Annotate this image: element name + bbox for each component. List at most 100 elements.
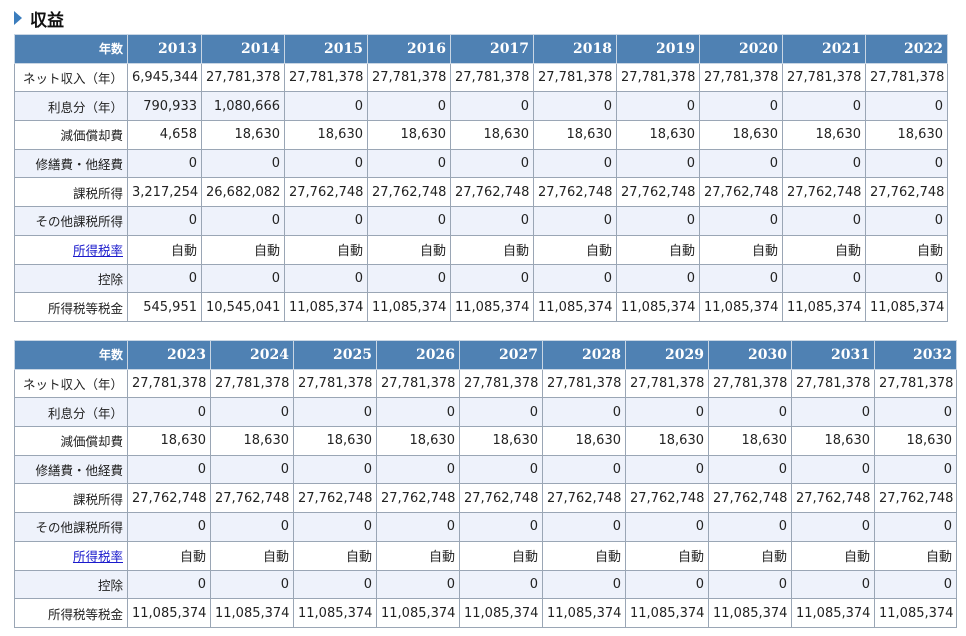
table-cell: 27,781,378 bbox=[201, 62, 285, 93]
row-label: 所得税等税金 bbox=[14, 598, 128, 628]
table-header: 年数 2023 2024 2025 2026 2027 2028 2029 2030 2031 20… bbox=[14, 340, 957, 370]
table-cell: 0 bbox=[791, 569, 875, 600]
table-cell: 27,781,378 bbox=[874, 368, 957, 399]
table-cell: 27,762,748 bbox=[542, 483, 626, 514]
table-cell: 27,781,378 bbox=[293, 368, 377, 399]
table-cell: 自動 bbox=[708, 540, 792, 571]
table-cell: 0 bbox=[376, 512, 460, 542]
table-cell: 27,762,748 bbox=[284, 177, 368, 208]
table-row: 所得税率 自動 自動 自動 自動 自動 自動 自動 自動 自動 自動 bbox=[14, 234, 948, 265]
table-cell: 18,630 bbox=[625, 426, 709, 456]
year-header-label: 年数 bbox=[14, 34, 128, 64]
table-cell: 545,951 bbox=[127, 292, 202, 322]
table-cell: 自動 bbox=[533, 234, 617, 265]
table-cell: 0 bbox=[708, 569, 792, 600]
table-cell: 0 bbox=[533, 91, 617, 122]
table-cell: 27,762,748 bbox=[293, 483, 377, 514]
table-cell: 0 bbox=[542, 397, 626, 428]
table-cell: 0 bbox=[708, 397, 792, 428]
table-body: ネット収入（年） 27,781,378 27,781,378 27,781,378 27… bbox=[14, 368, 957, 628]
table-cell: 0 bbox=[450, 206, 534, 236]
table-cell: 0 bbox=[127, 263, 202, 294]
row-label: 減価償却費 bbox=[14, 426, 128, 456]
year-header: 2026 bbox=[376, 340, 460, 370]
table-cell: 自動 bbox=[201, 234, 285, 265]
table-cell: 自動 bbox=[284, 234, 368, 265]
table-cell: 0 bbox=[782, 148, 866, 179]
table-cell: 27,781,378 bbox=[376, 368, 460, 399]
table-cell: 4,658 bbox=[127, 120, 202, 150]
table-cell: 自動 bbox=[699, 234, 783, 265]
table-cell: 11,085,374 bbox=[284, 292, 368, 322]
table-cell: 27,781,378 bbox=[459, 368, 543, 399]
income-tax-rate-link[interactable]: 所得税率 bbox=[72, 243, 123, 259]
table-cell: 0 bbox=[533, 263, 617, 294]
table-cell: 0 bbox=[450, 263, 534, 294]
table-cell: 11,085,374 bbox=[865, 292, 948, 322]
year-header: 2016 bbox=[367, 34, 451, 64]
table-row: 減価償却費 18,630 18,630 18,630 18,630 18,630 18,63… bbox=[14, 426, 957, 456]
row-label: 所得税率 bbox=[14, 234, 128, 265]
table-cell: 0 bbox=[782, 91, 866, 122]
table-cell: 0 bbox=[210, 397, 294, 428]
table-cell: 0 bbox=[699, 91, 783, 122]
table-cell: 自動 bbox=[865, 234, 948, 265]
section-title: 収益 bbox=[30, 10, 64, 31]
table-cell: 18,630 bbox=[616, 120, 700, 150]
table-cell: 0 bbox=[625, 397, 709, 428]
row-label: 修繕費・他経費 bbox=[14, 148, 128, 179]
table-cell: 18,630 bbox=[533, 120, 617, 150]
year-header: 2028 bbox=[542, 340, 626, 370]
table-cell: 27,781,378 bbox=[127, 368, 211, 399]
income-tax-rate-link[interactable]: 所得税率 bbox=[72, 549, 123, 565]
table-cell: 0 bbox=[127, 397, 211, 428]
table-row: 所得税率 自動 自動 自動 自動 自動 自動 自動 自動 自動 自動 bbox=[14, 540, 957, 571]
table-cell: 0 bbox=[708, 512, 792, 542]
table-cell: 0 bbox=[127, 148, 202, 179]
table-cell: 自動 bbox=[210, 540, 294, 571]
row-label: ネット収入（年） bbox=[14, 62, 128, 93]
table-cell: 11,085,374 bbox=[376, 598, 460, 628]
table-cell: 18,630 bbox=[542, 426, 626, 456]
table-cell: 0 bbox=[127, 569, 211, 600]
table-cell: 11,085,374 bbox=[708, 598, 792, 628]
table-cell: 0 bbox=[293, 512, 377, 542]
year-header: 2013 bbox=[127, 34, 202, 64]
row-label: 控除 bbox=[14, 569, 128, 600]
table-cell: 27,762,748 bbox=[533, 177, 617, 208]
table-cell: 0 bbox=[542, 454, 626, 485]
table-cell: 27,781,378 bbox=[625, 368, 709, 399]
table-cell: 0 bbox=[865, 206, 948, 236]
table-cell: 0 bbox=[699, 206, 783, 236]
table-cell: 27,781,378 bbox=[450, 62, 534, 93]
table-cell: 自動 bbox=[293, 540, 377, 571]
table-cell: 自動 bbox=[791, 540, 875, 571]
table-cell: 27,781,378 bbox=[699, 62, 783, 93]
table-cell: 0 bbox=[865, 91, 948, 122]
table-cell: 自動 bbox=[450, 234, 534, 265]
row-label: ネット収入（年） bbox=[14, 368, 128, 399]
table-cell: 0 bbox=[376, 454, 460, 485]
table-cell: 18,630 bbox=[201, 120, 285, 150]
table-row: 所得税等税金 11,085,374 11,085,374 11,085,374 11,0… bbox=[14, 598, 957, 628]
table-cell: 0 bbox=[459, 397, 543, 428]
year-header: 2015 bbox=[284, 34, 368, 64]
table-cell: 自動 bbox=[459, 540, 543, 571]
table-row: 所得税等税金 545,951 10,545,041 11,085,374 11,085,… bbox=[14, 292, 948, 322]
table-cell: 0 bbox=[625, 512, 709, 542]
table-cell: 0 bbox=[201, 148, 285, 179]
table-cell: 18,630 bbox=[210, 426, 294, 456]
table-cell: 27,762,748 bbox=[782, 177, 866, 208]
table-body: ネット収入（年） 6,945,344 27,781,378 27,781,378 27,… bbox=[14, 62, 948, 322]
table-cell: 18,630 bbox=[865, 120, 948, 150]
table-cell: 0 bbox=[450, 148, 534, 179]
row-label: 減価償却費 bbox=[14, 120, 128, 150]
table-cell: 18,630 bbox=[367, 120, 451, 150]
table-cell: 11,085,374 bbox=[874, 598, 957, 628]
year-header: 2030 bbox=[708, 340, 792, 370]
table-cell: 27,762,748 bbox=[450, 177, 534, 208]
table-cell: 0 bbox=[210, 454, 294, 485]
table-cell: 11,085,374 bbox=[791, 598, 875, 628]
year-header: 2024 bbox=[210, 340, 294, 370]
table-cell: 自動 bbox=[127, 540, 211, 571]
